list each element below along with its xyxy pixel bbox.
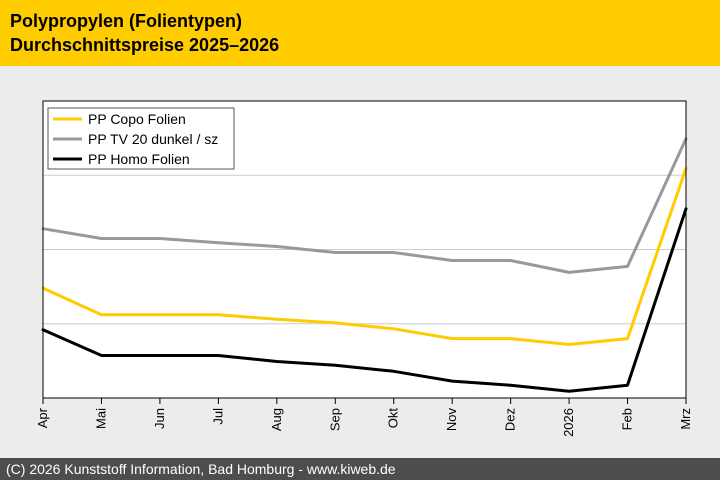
legend-label-3: PP Homo Folien xyxy=(88,151,190,167)
x-tick-label: Apr xyxy=(35,407,50,428)
x-tick-label: Feb xyxy=(620,408,635,430)
x-tick-label: Okt xyxy=(386,408,401,429)
x-axis-ticks: Apr Mai Jun Jul Aug Sep Okt Nov Dez 2026 Feb Mrz xyxy=(35,398,693,437)
copyright-text: (C) 2026 Kunststoff Information, Bad Hom… xyxy=(6,461,396,477)
series-lines xyxy=(41,137,688,393)
x-tick-label: 2026 xyxy=(561,408,576,437)
x-tick-label: Nov xyxy=(444,408,459,432)
legend-label-1: PP Copo Folien xyxy=(88,111,186,127)
chart-title: Polypropylen (Folientypen) xyxy=(10,11,243,31)
footer-bar: (C) 2026 Kunststoff Information, Bad Hom… xyxy=(0,458,720,480)
x-tick-label: Mrz xyxy=(678,408,693,430)
plot-border xyxy=(42,100,687,399)
x-tick-label: Jun xyxy=(152,408,167,429)
x-tick-label: Aug xyxy=(269,408,284,431)
legend: PP Copo Folien PP TV 20 dunkel / sz PP Hom… xyxy=(47,107,235,170)
line-chart: Apr Mai Jun Jul Aug Sep Okt Nov Dez 2026 Feb Mrz PP… xyxy=(35,100,693,437)
chart-header: Polypropylen (Folientypen) Durchschnitts… xyxy=(0,0,720,66)
x-tick-label: Jul xyxy=(210,408,225,425)
series-line-2 xyxy=(41,137,688,274)
series-line-3 xyxy=(41,207,688,393)
chart-area: Apr Mai Jun Jul Aug Sep Okt Nov Dez 2026 Feb Mrz PP… xyxy=(0,66,720,458)
x-tick-label: Dez xyxy=(503,408,518,431)
chart-subtitle: Durchschnittspreise 2025–2026 xyxy=(10,35,280,55)
legend-label-2: PP TV 20 dunkel / sz xyxy=(88,131,218,147)
x-tick-label: Mai xyxy=(93,408,108,429)
gridlines xyxy=(43,174,686,325)
series-line-1 xyxy=(41,166,688,346)
x-tick-label: Sep xyxy=(327,408,342,431)
